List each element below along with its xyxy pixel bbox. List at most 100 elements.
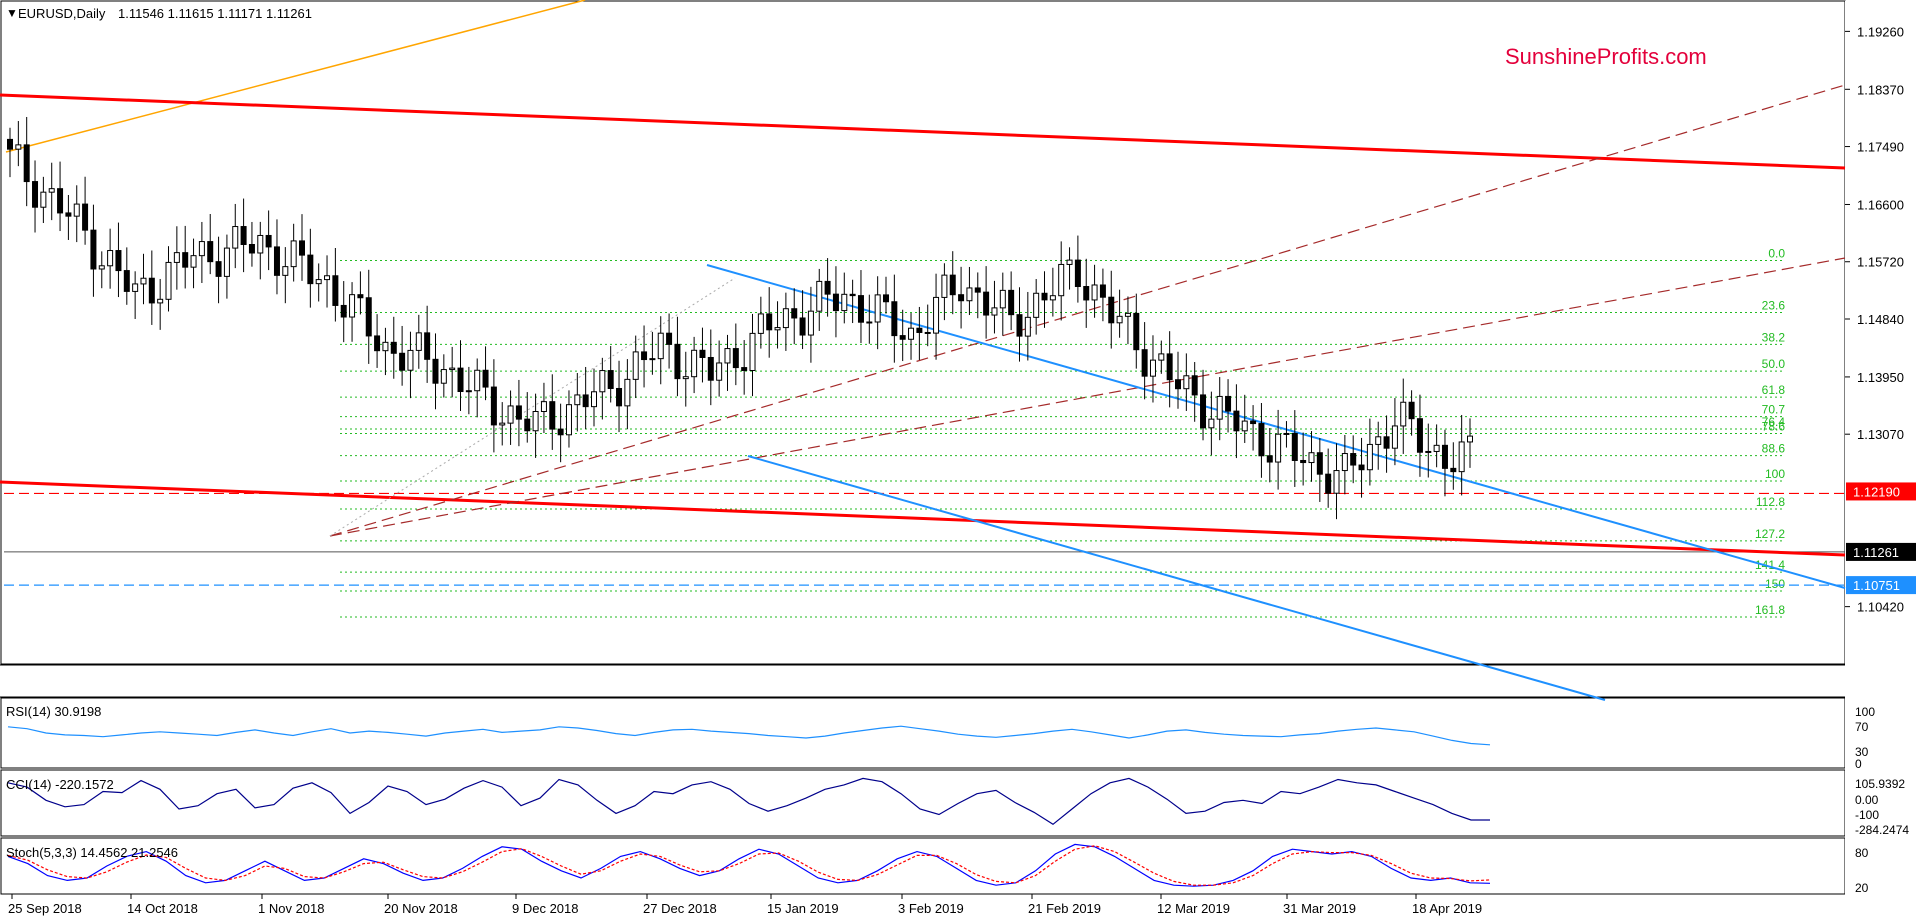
candle-body [490, 386, 497, 426]
trend-layer [0, 0, 1846, 701]
candle-body [474, 369, 481, 392]
candle-body [432, 358, 439, 384]
candle-body [382, 341, 389, 352]
candle-body [1091, 284, 1098, 301]
candle-body [1275, 433, 1282, 463]
candle-body [349, 294, 356, 318]
candle-body [65, 212, 72, 217]
price-tick-label: 1.10420 [1857, 600, 1904, 615]
candle-body [716, 362, 723, 381]
candle-body [1467, 435, 1473, 443]
price-tick-label: 1.13950 [1857, 370, 1904, 385]
candle-body [265, 234, 272, 248]
fib-level-label: 78.6 [1762, 420, 1786, 434]
candle-body [1074, 259, 1081, 288]
candle-body [157, 298, 164, 304]
candle-layer [7, 116, 1473, 520]
candle-body [924, 331, 931, 334]
candle-body [207, 241, 214, 263]
candle-body [515, 405, 522, 420]
indicator-tick-label: 80 [1855, 846, 1869, 860]
price-label-box [1846, 482, 1916, 501]
candle-body [632, 351, 639, 380]
candle-body [565, 404, 572, 436]
fib-level-label: 150 [1765, 577, 1785, 591]
candle-body [1233, 410, 1240, 432]
candle-body [782, 308, 789, 329]
candle-body [374, 335, 381, 352]
candle-body [23, 144, 30, 183]
candle-body [849, 293, 856, 297]
candle-body [841, 293, 848, 312]
price-axis-bg [1845, 1, 1915, 901]
rsi-title: RSI(14) 30.9198 [6, 704, 101, 719]
candle-body [57, 188, 64, 214]
x-tick-label: 12 Mar 2019 [1157, 901, 1230, 916]
candle-body [966, 287, 973, 302]
candle-body [699, 349, 706, 358]
candle-body [1458, 441, 1465, 473]
candle-body [1258, 423, 1265, 457]
candle-body [757, 313, 764, 334]
candle-body [1141, 349, 1148, 377]
candle-body [916, 327, 923, 333]
candle-body [1016, 314, 1023, 337]
candle-body [641, 351, 648, 361]
candle-body [307, 254, 314, 285]
candle-body [732, 348, 739, 369]
x-tick-label: 14 Oct 2018 [127, 901, 198, 916]
price-tick-label: 1.19260 [1857, 24, 1904, 39]
price-label-text: 1.12190 [1853, 484, 1900, 499]
candle-body [1325, 473, 1332, 494]
candle-body [198, 241, 205, 257]
fib-level-label: 112.8 [1756, 495, 1785, 509]
candle-body [1191, 375, 1198, 396]
indicator-tick-label: -284.2474 [1855, 823, 1909, 837]
candle-body [1416, 418, 1423, 453]
candle-body [741, 367, 748, 371]
candle-body [958, 294, 965, 302]
candle-body [933, 296, 940, 334]
indicator-series-line [7, 843, 1491, 887]
candle-body [807, 310, 814, 336]
candle-body [616, 387, 623, 407]
candle-body [465, 390, 472, 393]
candle-body [415, 332, 422, 351]
candle-body [507, 405, 514, 424]
candle-body [1008, 289, 1015, 316]
candle-body [73, 203, 80, 217]
watermark: SunshineProfits.com [1505, 44, 1707, 69]
candle-body [1400, 401, 1407, 427]
candle-body [299, 240, 305, 256]
candle-body [766, 313, 773, 331]
candle-body [215, 261, 222, 277]
candle-body [899, 335, 906, 340]
candle-body [248, 243, 255, 254]
candle-body [223, 247, 230, 277]
price-label-box [1846, 542, 1916, 561]
candle-body [1316, 452, 1323, 475]
candle-body [107, 250, 114, 267]
candle-body [816, 280, 823, 312]
red-upper-trend-line [0, 93, 1846, 170]
fib-level-label: 61.8 [1762, 383, 1786, 397]
candle-body [15, 144, 22, 150]
candle-body [1099, 284, 1106, 298]
candle-body [324, 275, 331, 281]
fib-level-label: 0.0 [1768, 246, 1785, 260]
candle-body [365, 297, 372, 337]
chart-ohlc: 1.11546 1.11615 1.11171 1.11261 [118, 6, 312, 21]
chart-symbol: EURUSD,Daily [18, 6, 106, 21]
candle-body [1200, 394, 1207, 429]
candle-body [549, 401, 556, 430]
candle-body [1291, 432, 1298, 461]
candle-body [999, 289, 1006, 309]
fib-level-label: 50.0 [1762, 357, 1786, 371]
candle-body [1358, 464, 1365, 471]
candle-body [140, 277, 147, 285]
candle-body [1433, 444, 1440, 452]
fib-level-label: 100 [1765, 467, 1785, 481]
x-tick-label: 21 Feb 2019 [1028, 901, 1101, 916]
candle-body [607, 370, 614, 389]
candle-body [1066, 259, 1073, 265]
